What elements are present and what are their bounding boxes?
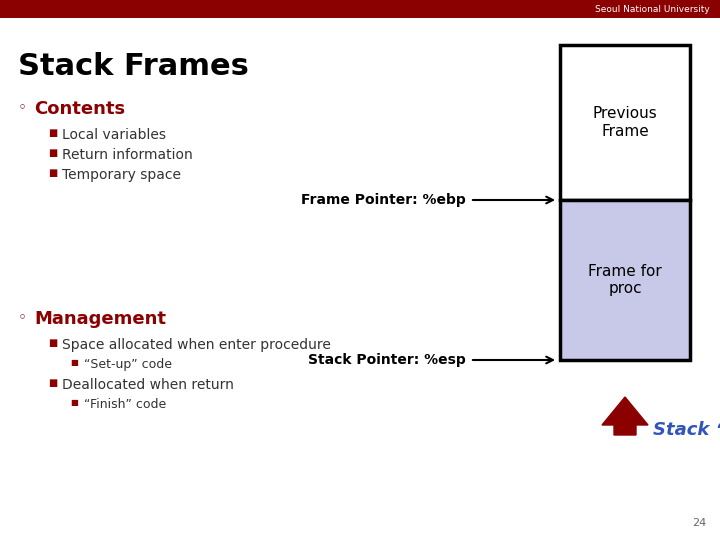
Text: ■: ■: [70, 398, 78, 407]
Text: Previous
Frame: Previous Frame: [593, 106, 657, 139]
Text: ■: ■: [48, 378, 58, 388]
Text: Space allocated when enter procedure: Space allocated when enter procedure: [62, 338, 331, 352]
Text: ■: ■: [48, 338, 58, 348]
Text: ■: ■: [48, 148, 58, 158]
Text: Stack Frames: Stack Frames: [18, 52, 249, 81]
Bar: [0, 0, 720, 18]
Text: Temporary space: Temporary space: [62, 168, 181, 182]
Text: ◦: ◦: [18, 100, 27, 115]
Text: Local variables: Local variables: [62, 128, 166, 142]
Text: Stack Pointer: %esp: Stack Pointer: %esp: [308, 353, 466, 367]
Text: Management: Management: [34, 310, 166, 328]
Text: Seoul National University: Seoul National University: [595, 5, 710, 15]
Text: Frame for
proc: Frame for proc: [588, 264, 662, 296]
Bar: [560, 45, 690, 200]
Text: 24: 24: [692, 518, 706, 528]
Text: Contents: Contents: [34, 100, 125, 118]
Text: ■: ■: [70, 358, 78, 367]
Text: “Set-up” code: “Set-up” code: [84, 358, 172, 371]
Text: Return information: Return information: [62, 148, 193, 162]
Text: ■: ■: [48, 168, 58, 178]
FancyArrow shape: [602, 397, 648, 435]
Text: “Finish” code: “Finish” code: [84, 398, 166, 411]
Text: Frame Pointer: %ebp: Frame Pointer: %ebp: [301, 193, 466, 207]
Text: ■: ■: [48, 128, 58, 138]
Text: Stack “Top”: Stack “Top”: [653, 421, 720, 439]
Bar: [560, 200, 690, 360]
Text: Deallocated when return: Deallocated when return: [62, 378, 234, 392]
Text: ◦: ◦: [18, 310, 27, 325]
